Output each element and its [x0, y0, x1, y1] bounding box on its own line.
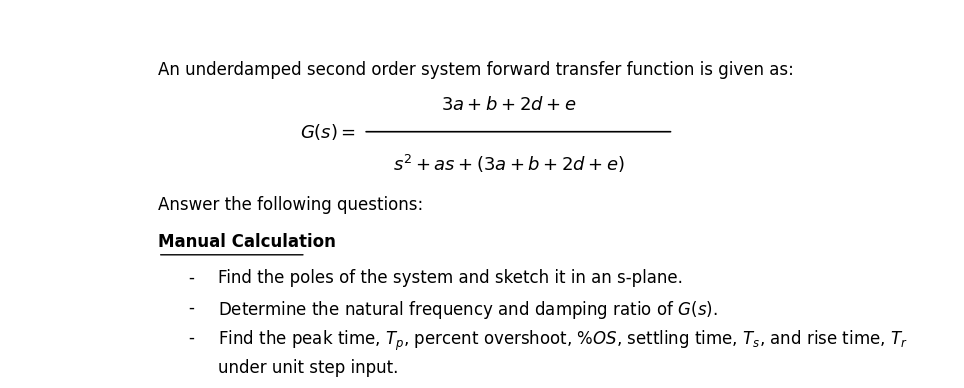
Text: Determine the natural frequency and damping ratio of $G(s)$.: Determine the natural frequency and damp… — [218, 299, 717, 321]
Text: under unit step input.: under unit step input. — [218, 359, 398, 377]
Text: $s^2 + as + (3a + b + 2d + e)$: $s^2 + as + (3a + b + 2d + e)$ — [393, 152, 625, 175]
Text: Manual Calculation: Manual Calculation — [158, 233, 335, 251]
Text: Find the poles of the system and sketch it in an s-plane.: Find the poles of the system and sketch … — [218, 269, 683, 287]
Text: Find the peak time, $T_p$, percent overshoot, $\%OS$, settling time, $T_s$, and : Find the peak time, $T_p$, percent overs… — [218, 329, 907, 353]
Text: -: - — [189, 329, 195, 347]
Text: -: - — [189, 269, 195, 287]
Text: $G(s) =$: $G(s) =$ — [300, 122, 356, 142]
Text: An underdamped second order system forward transfer function is given as:: An underdamped second order system forwa… — [158, 61, 793, 80]
Text: -: - — [189, 299, 195, 317]
Text: $3a + b + 2d + e$: $3a + b + 2d + e$ — [442, 96, 576, 114]
Text: Answer the following questions:: Answer the following questions: — [158, 196, 423, 214]
